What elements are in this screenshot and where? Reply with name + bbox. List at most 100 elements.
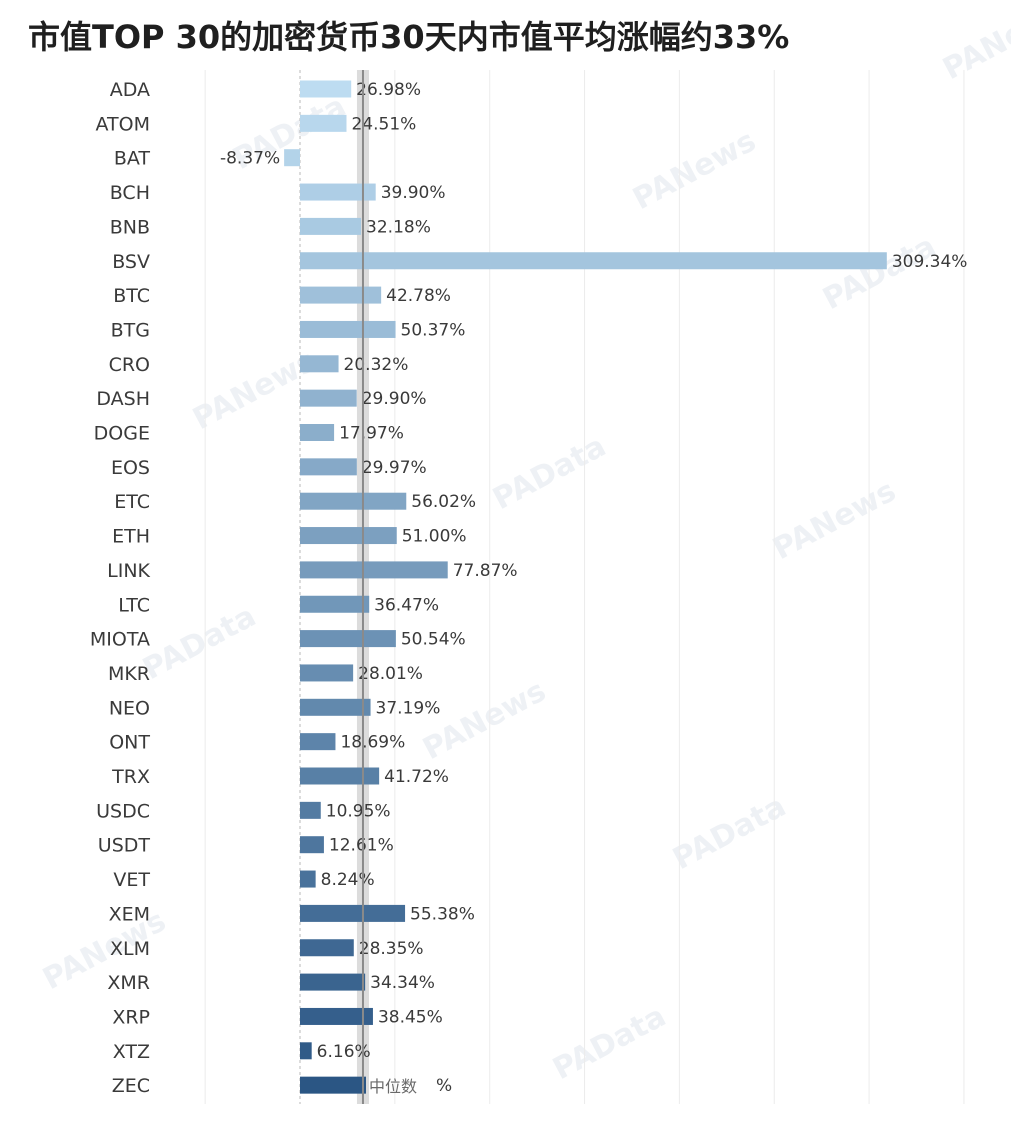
value-label: 42.78% <box>386 286 451 306</box>
value-label: 55.38% <box>410 904 475 924</box>
grid-layer <box>204 70 965 1104</box>
value-label: 39.90% <box>381 183 446 203</box>
value-label: 32.18% <box>366 217 431 237</box>
category-label: NEO <box>109 697 150 719</box>
value-label: 29.90% <box>362 389 427 409</box>
value-label: -8.37% <box>220 149 280 169</box>
watermark-text: PANews <box>417 673 551 767</box>
watermark-text: PANews <box>937 0 1011 87</box>
bar-layer <box>284 80 887 1094</box>
category-label: ONT <box>109 732 150 754</box>
value-label: 26.98% <box>356 80 421 100</box>
category-label: XRP <box>112 1006 150 1028</box>
category-label: LTC <box>118 594 150 616</box>
value-label: 36.47% <box>374 595 439 615</box>
value-label: 17.97% <box>339 424 404 444</box>
bar <box>300 217 362 235</box>
watermark-text: PANews <box>767 473 901 567</box>
bar <box>300 630 396 648</box>
category-label: XMR <box>107 972 150 994</box>
category-label: ETC <box>114 491 150 513</box>
bar <box>300 114 347 132</box>
value-label: 10.95% <box>326 801 391 821</box>
value-label: 24.51% <box>351 114 416 134</box>
value-label: 50.54% <box>401 630 466 650</box>
value-label: 6.16% <box>317 1042 371 1062</box>
category-label: USDT <box>98 835 151 857</box>
value-label: 20.32% <box>344 355 409 375</box>
value-label: 41.72% <box>384 767 449 787</box>
bar <box>300 836 324 854</box>
value-label: 50.37% <box>401 320 466 340</box>
value-label: 18.69% <box>340 733 405 753</box>
bar <box>300 904 406 922</box>
bar <box>300 320 396 338</box>
category-label: DASH <box>96 388 150 410</box>
bar <box>300 1042 312 1060</box>
category-label: VET <box>113 869 150 891</box>
value-label: 51.00% <box>402 527 467 547</box>
bar <box>300 801 321 819</box>
bar <box>300 389 357 407</box>
category-label: LINK <box>107 560 150 582</box>
watermark-text: PAData <box>137 599 261 687</box>
category-label: XEM <box>109 903 150 925</box>
bar <box>300 733 336 751</box>
bar <box>300 1076 366 1094</box>
category-label: XLM <box>110 938 150 960</box>
category-label: BTC <box>113 285 150 307</box>
bar <box>300 939 354 957</box>
watermark-text: PAData <box>817 229 941 317</box>
bar <box>284 149 300 167</box>
category-label: BAT <box>114 148 151 170</box>
category-label: USDC <box>96 800 150 822</box>
watermark-layer: PAData PANews PAData PANews PAData PANews PADa… <box>37 0 1011 1087</box>
category-label: BCH <box>110 182 150 204</box>
bar <box>300 527 397 545</box>
value-label: % <box>436 1076 452 1096</box>
bar <box>300 458 357 476</box>
bar <box>300 286 382 304</box>
value-label: 29.97% <box>362 458 427 478</box>
bar <box>300 767 380 785</box>
category-label: CRO <box>109 354 150 376</box>
chart-title: 市值TOP 30的加密货币30天内市值平均涨幅约33% <box>28 18 790 56</box>
bar <box>300 698 371 716</box>
bar <box>300 424 335 441</box>
bar <box>300 80 352 98</box>
bar <box>300 492 407 510</box>
bar <box>300 870 316 888</box>
category-label: DOGE <box>94 423 150 445</box>
category-label: MIOTA <box>90 629 150 651</box>
value-label: 38.45% <box>378 1007 443 1027</box>
value-label: 77.87% <box>453 561 518 581</box>
category-label: BSV <box>112 251 150 273</box>
value-label: 34.34% <box>370 973 435 993</box>
category-label: EOS <box>111 457 150 479</box>
median-top-layer: 中位数 <box>361 70 417 1104</box>
bar <box>300 183 376 201</box>
bar <box>300 595 370 613</box>
category-label: TRX <box>111 766 150 788</box>
bar <box>300 561 448 579</box>
category-label: ZEC <box>112 1075 150 1097</box>
category-label: MKR <box>108 663 150 685</box>
value-label: 56.02% <box>411 492 476 512</box>
watermark-text: PANews <box>627 123 761 217</box>
category-label: BNB <box>110 216 150 238</box>
category-label: ATOM <box>96 113 150 135</box>
bar <box>300 355 339 373</box>
watermark-text: PANews <box>37 903 171 997</box>
label-layer: ADA 26.98% ATOM 24.51% BAT -8.37% BCH 39.90% BNB… <box>90 79 968 1097</box>
watermark-text: PAData <box>487 429 611 517</box>
value-label: 28.35% <box>359 939 424 959</box>
category-label: ADA <box>110 79 150 101</box>
value-label: 28.01% <box>358 664 423 684</box>
watermark-text: PAData <box>547 999 671 1087</box>
bar <box>300 252 887 270</box>
value-label: 309.34% <box>892 252 968 272</box>
value-label: 37.19% <box>376 698 441 718</box>
bar <box>300 664 354 682</box>
median-label: 中位数 <box>369 1077 417 1096</box>
